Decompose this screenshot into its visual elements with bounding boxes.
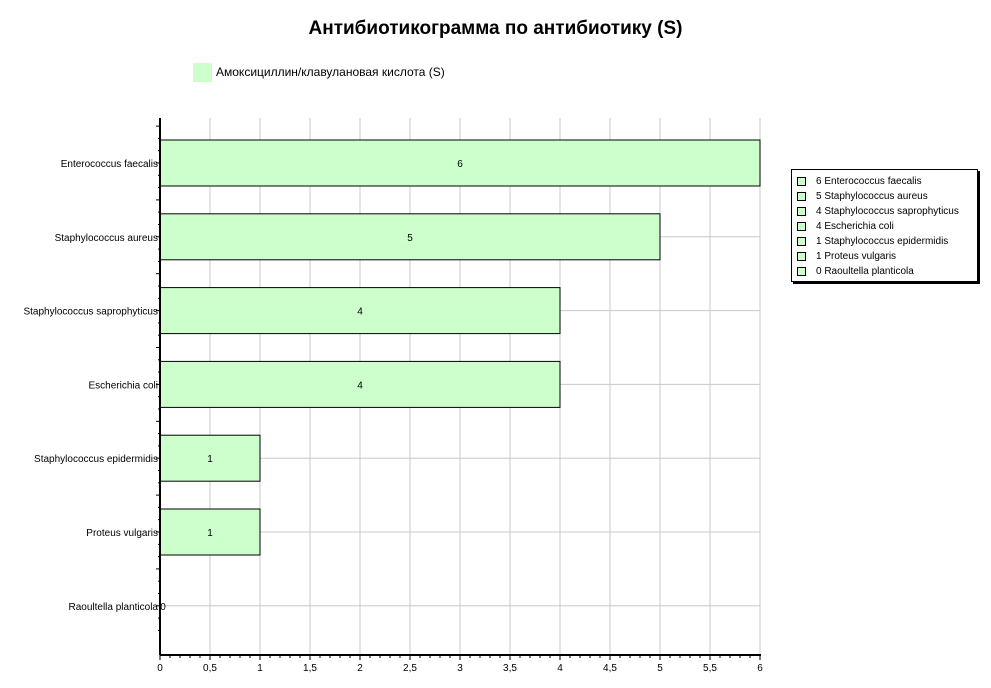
x-tick-label: 5,5 [703, 663, 717, 674]
value-legend-text: 4 Staphylococcus saprophyticus [816, 206, 959, 217]
legend-box [797, 267, 806, 276]
data-label: 0 [160, 602, 166, 613]
category-label: Enterococcus faecalis [61, 159, 158, 170]
legend-box [797, 252, 806, 261]
bar [159, 434, 261, 482]
series-legend: Амоксициллин/клавулановая кислота (S) [193, 62, 445, 82]
value-legend-text: 5 Staphylococcus aureus [816, 191, 928, 202]
legend-swatch [193, 62, 212, 82]
legend-box [797, 207, 806, 216]
value-legend-text: 1 Proteus vulgaris [816, 251, 897, 262]
data-label: 5 [407, 233, 413, 244]
x-tick-label: 3 [457, 663, 463, 674]
x-tick-label: 1,5 [303, 663, 317, 674]
value-legend-item: 6 Enterococcus faecalis [792, 174, 977, 189]
value-legend-item: 4 Staphylococcus saprophyticus [792, 204, 977, 219]
x-tick-label: 0 [157, 663, 163, 674]
legend-box [797, 237, 806, 246]
value-legend-item: 5 Staphylococcus aureus [792, 189, 977, 204]
value-legend-text: 0 Raoultella planticola [816, 266, 914, 277]
category-label: Escherichia coli [89, 380, 158, 391]
bar [159, 508, 261, 556]
data-label: 1 [207, 454, 213, 465]
category-label: Proteus vulgaris [86, 528, 158, 539]
x-tick-label: 2,5 [403, 663, 417, 674]
chart-title: Антибиотикограмма по антибиотику (S) [308, 18, 683, 39]
category-label: Raoultella planticola [68, 602, 158, 613]
data-label: 1 [207, 528, 213, 539]
value-legend-text: 1 Staphylococcus epidermidis [816, 236, 949, 247]
bar [159, 213, 661, 261]
bar [159, 139, 761, 187]
value-legend-item: 0 Raoultella planticola [792, 264, 977, 279]
x-tick-label: 4,5 [603, 663, 617, 674]
data-label: 6 [457, 159, 463, 170]
value-legend-item: 4 Escherichia coli [792, 219, 977, 234]
data-label: 4 [357, 307, 363, 318]
legend-box [797, 177, 806, 186]
x-tick-label: 1 [257, 663, 263, 674]
bar [159, 287, 561, 335]
x-tick-label: 5 [657, 663, 663, 674]
value-legend-item: 1 Staphylococcus epidermidis [792, 234, 977, 249]
value-legend-item: 1 Proteus vulgaris [792, 249, 977, 264]
legend-box [797, 222, 806, 231]
data-label: 4 [357, 380, 363, 391]
value-legend: 6 Enterococcus faecalis 5 Staphylococcus … [791, 169, 978, 282]
x-tick-label: 3,5 [503, 663, 517, 674]
x-tick-label: 4 [557, 663, 563, 674]
category-label: Staphylococcus epidermidis [34, 454, 158, 465]
x-tick-label: 6 [757, 663, 763, 674]
x-tick-label: 0,5 [203, 663, 217, 674]
value-legend-text: 6 Enterococcus faecalis [816, 176, 922, 187]
bar [159, 360, 561, 408]
legend-label: Амоксициллин/клавулановая кислота (S) [216, 65, 445, 79]
category-label: Staphylococcus saprophyticus [23, 307, 158, 318]
legend-box [797, 192, 806, 201]
category-label: Staphylococcus aureus [55, 233, 158, 244]
x-tick-label: 2 [357, 663, 363, 674]
value-legend-text: 4 Escherichia coli [816, 221, 894, 232]
